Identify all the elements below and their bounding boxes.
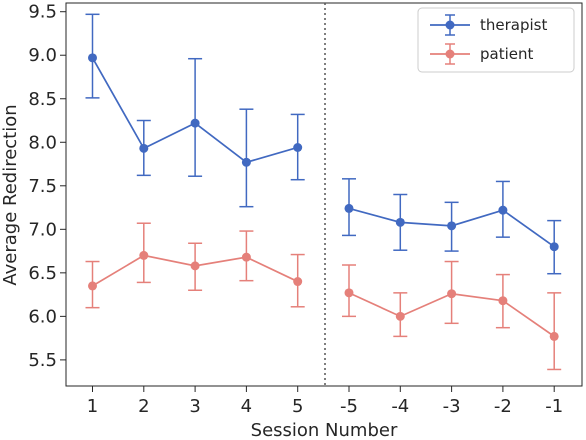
y-tick-label: 8.5 — [28, 89, 57, 110]
data-point-therapist — [293, 142, 303, 152]
legend-item-therapist: therapist — [430, 14, 547, 36]
x-tick-label: 1 — [87, 396, 98, 417]
legend-item-patient: patient — [430, 43, 533, 65]
y-tick-label: 6.0 — [28, 306, 57, 327]
data-point-therapist — [139, 143, 149, 153]
legend-marker-patient — [445, 49, 455, 59]
x-tick-label: -4 — [391, 396, 409, 417]
y-axis-ticks: 5.5 6.0 6.5 7.0 7.5 8.0 8.5 9.0 9.5 — [28, 2, 66, 371]
data-point-therapist — [447, 221, 457, 231]
data-point-patient — [447, 289, 457, 299]
y-tick-label: 9.5 — [28, 2, 57, 23]
x-tick-label: 2 — [138, 396, 149, 417]
data-point-therapist — [344, 203, 354, 213]
y-tick-label: 8.0 — [28, 132, 57, 153]
x-tick-label: -5 — [340, 396, 358, 417]
data-point-patient — [344, 288, 354, 298]
data-point-patient — [139, 250, 149, 260]
y-tick-label: 7.5 — [28, 176, 57, 197]
series-patient — [85, 222, 562, 371]
y-tick-label: 5.5 — [28, 350, 57, 371]
data-point-patient — [241, 252, 251, 262]
data-point-therapist — [498, 205, 508, 215]
x-axis-title: Session Number — [251, 420, 398, 440]
data-point-patient — [549, 331, 559, 341]
legend: therapist patient — [417, 7, 575, 73]
data-point-therapist — [395, 217, 405, 227]
data-point-patient — [293, 277, 303, 287]
data-point-patient — [498, 296, 508, 306]
plot-data-layer — [85, 13, 562, 371]
data-point-patient — [395, 311, 405, 321]
x-tick-label: 4 — [241, 396, 252, 417]
x-axis-ticks: 1 2 3 4 5 -5 -4 -3 -2 -1 — [87, 386, 563, 417]
x-tick-label: -1 — [545, 396, 563, 417]
data-point-therapist — [549, 242, 559, 252]
plot-frame — [65, 2, 583, 387]
legend-box — [417, 7, 575, 73]
y-tick-label: 7.0 — [28, 219, 57, 240]
y-tick-label: 9.0 — [28, 45, 57, 66]
data-point-therapist — [88, 53, 97, 63]
data-point-therapist — [190, 118, 200, 128]
legend-label-patient: patient — [480, 45, 533, 63]
data-point-patient — [88, 281, 97, 291]
y-axis-title: Average Redirection — [0, 104, 21, 285]
x-tick-label: -2 — [494, 396, 512, 417]
legend-label-therapist: therapist — [480, 16, 547, 34]
data-point-patient — [190, 261, 200, 271]
x-tick-label: 3 — [189, 396, 200, 417]
legend-marker-therapist — [445, 20, 455, 30]
data-point-therapist — [241, 157, 251, 167]
series-therapist — [85, 13, 562, 275]
x-tick-label: 5 — [292, 396, 303, 417]
x-tick-label: -3 — [443, 396, 461, 417]
y-tick-label: 6.5 — [28, 263, 57, 284]
